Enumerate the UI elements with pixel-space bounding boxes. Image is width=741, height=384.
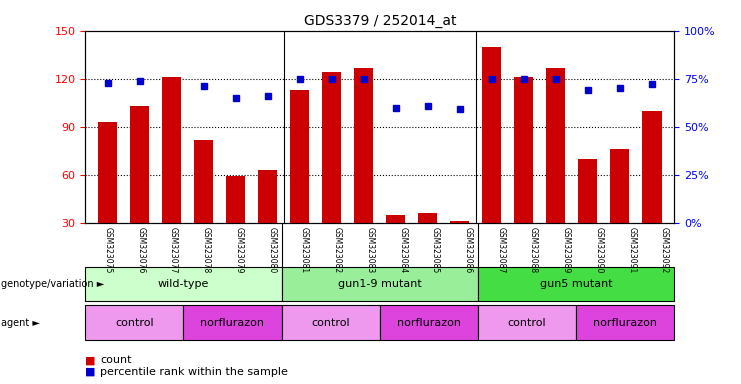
Bar (282, 305, 380, 340)
Text: GSM323086: GSM323086 (464, 227, 473, 273)
Bar (642, 111, 662, 223)
Text: percentile rank within the sample: percentile rank within the sample (100, 367, 288, 377)
Bar (184, 305, 282, 340)
Text: GSM323078: GSM323078 (202, 227, 210, 273)
Bar (478, 305, 576, 340)
Bar (162, 77, 182, 223)
Text: GSM323092: GSM323092 (660, 227, 669, 273)
Bar (282, 267, 478, 301)
Bar (322, 72, 342, 223)
Bar (85, 267, 282, 301)
Text: control: control (115, 318, 153, 328)
Text: GSM323085: GSM323085 (431, 227, 440, 273)
Text: GSM323081: GSM323081 (300, 227, 309, 273)
Text: ■: ■ (85, 355, 96, 365)
Text: gun1-9 mutant: gun1-9 mutant (338, 279, 422, 289)
Text: GSM323076: GSM323076 (136, 227, 145, 273)
Text: GSM323084: GSM323084 (398, 227, 407, 273)
Bar (546, 68, 565, 223)
Text: control: control (311, 318, 350, 328)
Bar (576, 305, 674, 340)
Text: ■: ■ (85, 367, 96, 377)
Text: GSM323089: GSM323089 (562, 227, 571, 273)
Text: wild-type: wild-type (158, 279, 209, 289)
Text: gun5 mutant: gun5 mutant (539, 279, 613, 289)
Text: GSM323075: GSM323075 (104, 227, 113, 273)
Text: norflurazon: norflurazon (594, 318, 657, 328)
Bar (226, 176, 245, 223)
Bar (451, 221, 469, 223)
Text: GSM323091: GSM323091 (628, 227, 637, 273)
Text: GSM323080: GSM323080 (268, 227, 276, 273)
Bar (418, 213, 437, 223)
Bar (258, 170, 277, 223)
Bar (354, 68, 373, 223)
Text: GSM323079: GSM323079 (235, 227, 244, 273)
Bar (290, 90, 309, 223)
Text: GSM323077: GSM323077 (169, 227, 178, 273)
Text: GSM323087: GSM323087 (496, 227, 505, 273)
Text: GSM323090: GSM323090 (594, 227, 603, 273)
Text: control: control (508, 318, 546, 328)
Bar (130, 106, 149, 223)
Text: GSM323088: GSM323088 (529, 227, 538, 273)
Bar (98, 122, 117, 223)
Text: genotype/variation ►: genotype/variation ► (1, 279, 104, 289)
Bar (482, 47, 502, 223)
Text: agent ►: agent ► (1, 318, 40, 328)
Text: norflurazon: norflurazon (397, 318, 461, 328)
Text: GSM323083: GSM323083 (365, 227, 374, 273)
Bar (514, 77, 534, 223)
Bar (611, 149, 630, 223)
Bar (578, 159, 597, 223)
Bar (194, 139, 213, 223)
Text: GSM323082: GSM323082 (333, 227, 342, 273)
Title: GDS3379 / 252014_at: GDS3379 / 252014_at (304, 14, 456, 28)
Text: norflurazon: norflurazon (201, 318, 265, 328)
Bar (380, 305, 478, 340)
Bar (85, 305, 184, 340)
Bar (478, 267, 674, 301)
Bar (386, 215, 405, 223)
Text: count: count (100, 355, 132, 365)
